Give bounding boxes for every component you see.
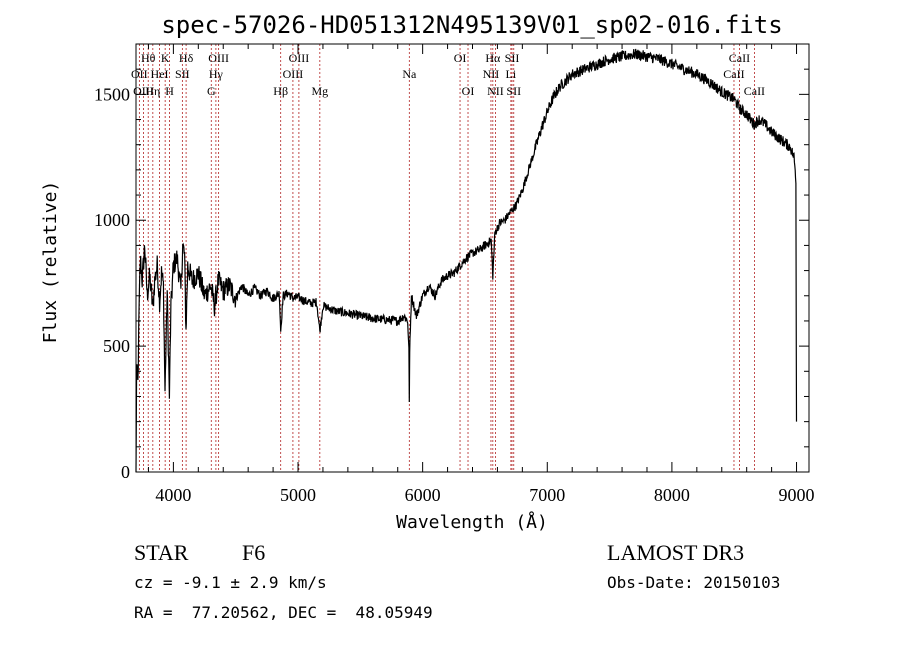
spectral-line-label: Hδ — [179, 51, 194, 65]
spectral-line-label: CaII — [723, 67, 744, 81]
spectral-line-label: HeI — [151, 67, 169, 81]
y-tick-label: 1500 — [94, 84, 130, 104]
spectral-line-label: SII — [506, 84, 521, 98]
spectral-line-markers — [138, 44, 755, 472]
x-tick-label: 6000 — [405, 485, 441, 505]
spectral-subclass: F6 — [242, 540, 266, 565]
spectral-line-label: G — [207, 84, 216, 98]
y-tick-label: 500 — [103, 336, 130, 356]
spectral-line-label: CaII — [744, 84, 765, 98]
spectral-line-label: OIII — [208, 51, 229, 65]
spectral-line-label: OIII — [289, 51, 310, 65]
spectral-line-label: Hθ — [141, 51, 156, 65]
spectral-line-label: CaII — [729, 51, 750, 65]
spectral-line-label: H — [165, 84, 174, 98]
spectral-line-label: Mg — [311, 84, 328, 98]
survey-release: LAMOST DR3 — [607, 540, 745, 565]
y-axis-ticks: 0 500 1000 1500 — [94, 43, 809, 482]
chart-title: spec-57026-HD051312N495139V01_sp02-016.f… — [161, 11, 782, 39]
spectral-line-label: Hγ — [209, 67, 224, 81]
sky-coordinates: RA = 77.20562, DEC = 48.05949 — [134, 603, 433, 622]
redshift-velocity: cz = -9.1 ± 2.9 km/s — [134, 573, 327, 592]
plot-frame — [135, 43, 810, 473]
spectral-line-label: Na — [402, 67, 417, 81]
spectral-line-label: Hη — [145, 84, 160, 98]
y-axis-label: Flux (relative) — [40, 181, 61, 344]
spectral-line-label: OI — [454, 51, 467, 65]
x-tick-label: 8000 — [654, 485, 690, 505]
observation-date: Obs-Date: 20150103 — [607, 573, 781, 592]
spectrum-series-line — [135, 48, 798, 473]
object-class: STAR — [134, 540, 189, 565]
x-tick-label: 7000 — [529, 485, 565, 505]
spectral-line-label: Hβ — [273, 84, 288, 98]
spectral-line-label: NII — [483, 67, 500, 81]
spectral-line-label: OII — [131, 67, 148, 81]
x-tick-label: 5000 — [280, 485, 316, 505]
x-axis-ticks: 4000 5000 6000 7000 8000 9000 — [147, 44, 815, 505]
spectral-line-label: K — [161, 51, 170, 65]
spectral-line-label: OIII — [283, 67, 304, 81]
x-axis-label: Wavelength (Å) — [396, 511, 548, 533]
y-tick-label: 0 — [121, 462, 130, 482]
spectral-line-label: NII — [487, 84, 504, 98]
x-tick-label: 9000 — [779, 485, 815, 505]
x-tick-label: 4000 — [155, 485, 191, 505]
spectral-line-label: SII — [505, 51, 520, 65]
spectral-line-label: OI — [462, 84, 475, 98]
spectral-line-label: Li — [506, 67, 517, 81]
spectral-line-label: Hα — [485, 51, 501, 65]
y-tick-label: 1000 — [94, 210, 130, 230]
spectral-line-label: SII — [175, 67, 190, 81]
